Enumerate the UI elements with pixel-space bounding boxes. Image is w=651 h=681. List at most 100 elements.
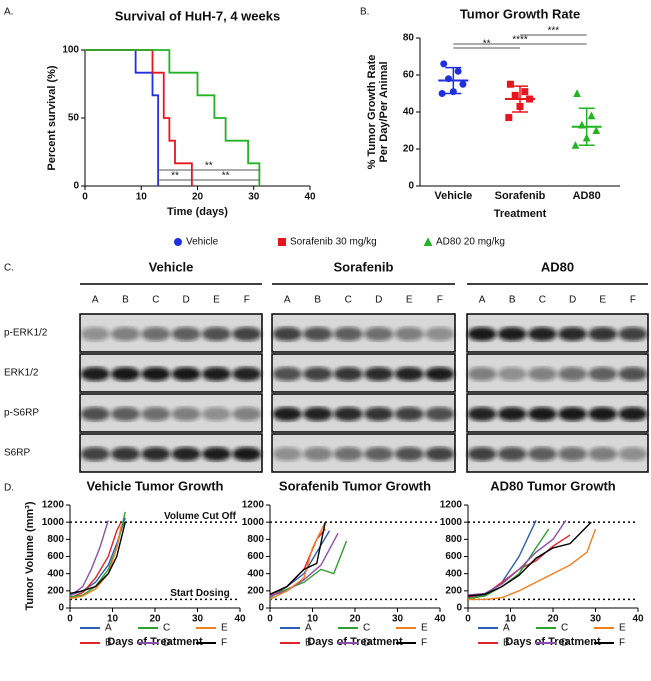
legend-label: F [221, 638, 227, 649]
x-tick-label: 20 [349, 614, 361, 625]
lane-label: F [630, 295, 636, 306]
band [588, 407, 618, 421]
legend-label: E [421, 623, 428, 634]
x-tick-label: 40 [632, 614, 644, 625]
y-axis-label: Percent survival (%) [46, 65, 58, 170]
blot-box [79, 313, 263, 353]
marker [459, 80, 467, 88]
growth-line [269, 532, 339, 597]
band [394, 447, 424, 461]
band [618, 407, 648, 421]
legend-label: A [503, 623, 510, 634]
chart-title: Sorafenib Tumor Growth [279, 478, 431, 493]
y-axis-label: Per Day/Per Animal [378, 61, 390, 162]
growth-line [69, 521, 126, 595]
y-tick-label: 1200 [242, 500, 265, 511]
x-tick-label: 10 [505, 614, 517, 625]
growth-line [468, 528, 597, 601]
band [425, 447, 455, 461]
band [110, 327, 141, 341]
x-tick-label: 20 [547, 614, 559, 625]
band [425, 367, 455, 381]
blot-box [271, 433, 456, 473]
x-tick-label: Vehicle [434, 190, 472, 202]
band [497, 407, 527, 421]
legend-label: Vehicle [186, 237, 219, 248]
error-bar [512, 85, 528, 113]
lane-label: B [314, 295, 321, 306]
y-tick-label: 0 [258, 603, 264, 614]
chart-title: Vehicle Tumor Growth [86, 478, 223, 493]
blot-box [466, 353, 649, 393]
row-label: p-ERK1/2 [4, 328, 48, 339]
y-tick-label: 600 [247, 551, 264, 562]
legend-label: F [421, 638, 427, 649]
band [201, 327, 232, 341]
error-bar [578, 107, 595, 147]
band [232, 327, 262, 341]
y-tick-label: 1200 [42, 500, 65, 511]
x-tick-label: AD80 [573, 190, 601, 202]
growth-line [467, 521, 592, 597]
y-tick-label: 0 [58, 603, 64, 614]
x-axis-label: Days of Treatment [307, 636, 403, 648]
band [80, 367, 110, 381]
band [201, 447, 232, 461]
band [558, 367, 588, 381]
y-tick-label: 600 [445, 551, 462, 562]
x-tick-label: 40 [434, 614, 446, 625]
legend-label: E [221, 623, 228, 634]
band [80, 327, 110, 341]
band [497, 447, 527, 461]
band [558, 327, 588, 341]
band [618, 327, 648, 341]
significance: ** [222, 171, 230, 182]
band [141, 367, 171, 381]
band [171, 327, 201, 341]
x-axis-label: Days of Treatment [505, 636, 601, 648]
blot-box [79, 433, 263, 473]
marker [454, 67, 462, 75]
band [394, 367, 424, 381]
row-label: ERK1/2 [4, 368, 39, 379]
x-tick-label: 30 [192, 614, 204, 625]
legend-label: F [619, 638, 625, 649]
survival-line [85, 49, 261, 186]
lane-label: B [122, 295, 129, 306]
lane-label: F [437, 295, 443, 306]
group-label: AD80 [541, 259, 574, 274]
y-tick-label: 400 [445, 568, 462, 579]
y-tick-label: 100 [62, 45, 79, 56]
row-label: S6RP [4, 448, 30, 459]
lane-label: C [345, 295, 352, 306]
band [232, 407, 262, 421]
marker [423, 237, 433, 246]
x-tick-label: Sorafenib [495, 190, 546, 202]
band [272, 447, 302, 461]
y-tick-label: 0 [456, 603, 462, 614]
y-tick-label: 80 [403, 33, 415, 44]
band [467, 407, 497, 421]
band [171, 367, 201, 381]
lane-label: C [539, 295, 546, 306]
marker [505, 114, 513, 122]
y-tick-label: 20 [403, 144, 415, 155]
lane-label: A [284, 295, 291, 306]
significance: *** [547, 26, 559, 37]
legend-label: B [105, 638, 112, 649]
marker [521, 88, 529, 96]
x-tick-label: 20 [149, 614, 161, 625]
legend-label: Sorafenib 30 mg/kg [290, 237, 377, 248]
legend-label: D [363, 638, 370, 649]
band [141, 407, 171, 421]
legend-label: C [561, 623, 568, 634]
panel-label: C. [4, 263, 14, 274]
band [201, 367, 232, 381]
chart-title: Tumor Growth Rate [460, 6, 580, 21]
panel-label: B. [360, 7, 369, 18]
band [303, 327, 333, 341]
x-tick-label: 30 [590, 614, 602, 625]
legend-label: B [305, 638, 312, 649]
y-tick-label: 200 [247, 585, 264, 596]
